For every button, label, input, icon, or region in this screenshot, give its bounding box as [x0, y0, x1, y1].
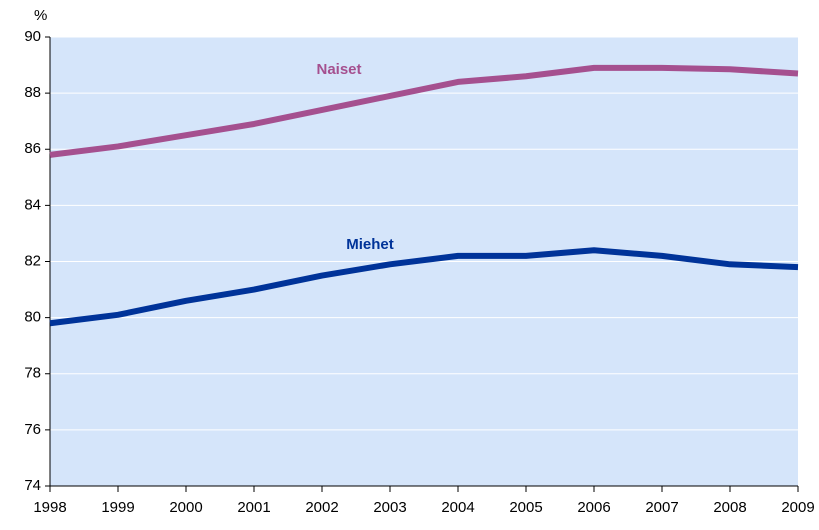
x-tick-label: 2001: [237, 499, 270, 516]
x-tick-label: 2000: [169, 499, 202, 516]
series-line: [49, 64, 799, 158]
x-tick-label: 2003: [373, 499, 406, 516]
x-tick-label: 2008: [713, 499, 746, 516]
y-axis-label: %: [34, 7, 47, 24]
x-tick-label: 2004: [441, 499, 474, 516]
x-tick-label: 2007: [645, 499, 678, 516]
y-tick-label: 80: [24, 309, 41, 326]
y-tick-label: 76: [24, 421, 41, 438]
x-tick-label: 1999: [101, 499, 134, 516]
y-tick-label: 82: [24, 252, 41, 269]
x-tick-label: 2002: [305, 499, 338, 516]
x-tick-label: 1998: [33, 499, 66, 516]
series-line: [49, 247, 799, 327]
x-tick-label: 2009: [781, 499, 814, 516]
y-tick-label: 88: [24, 84, 41, 101]
x-tick-label: 2005: [509, 499, 542, 516]
x-tick-label: 2006: [577, 499, 610, 516]
y-tick-label: 74: [24, 477, 41, 494]
series-label: Miehet: [346, 236, 394, 253]
y-tick-label: 86: [24, 140, 41, 157]
series-label: Naiset: [316, 61, 361, 78]
y-tick-label: 90: [24, 28, 41, 45]
y-tick-label: 84: [24, 196, 41, 213]
y-tick-label: 78: [24, 365, 41, 382]
